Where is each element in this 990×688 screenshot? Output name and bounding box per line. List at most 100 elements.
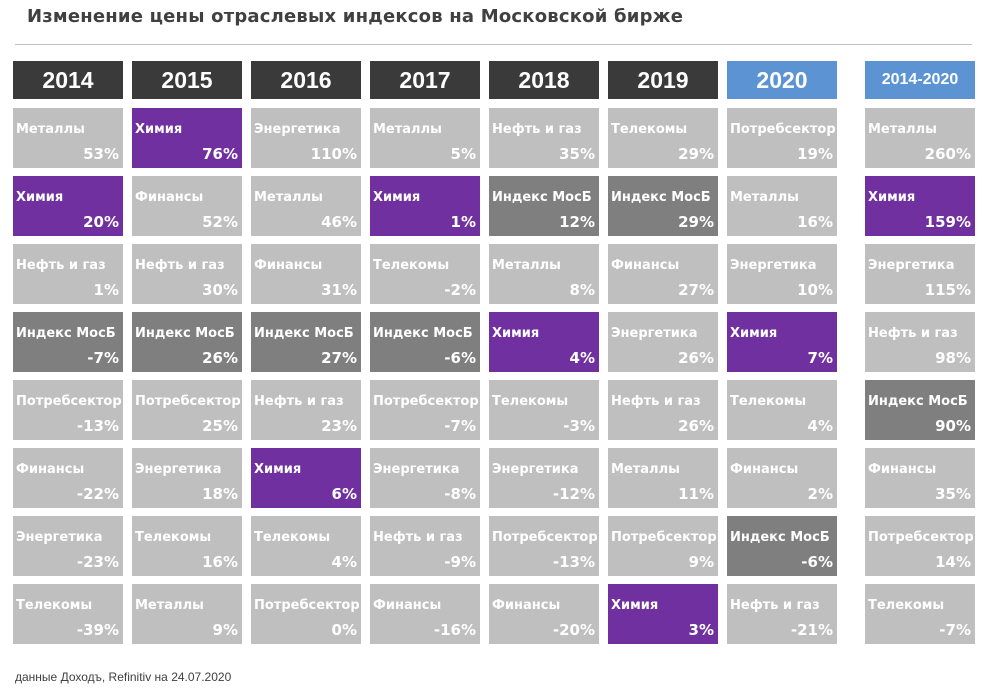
sector-name: Нефть и газ <box>492 122 582 137</box>
chart-title: Изменение цены отраслевых индексов на Мо… <box>27 6 684 27</box>
sector-change-value: 9% <box>212 621 238 639</box>
sector-change-value: 46% <box>321 213 357 231</box>
sector-change-value: -39% <box>76 621 119 639</box>
sector-cell: Металлы 5% <box>370 108 480 168</box>
sector-cell: Металлы 260% <box>865 108 975 168</box>
sector-change-value: -7% <box>939 621 971 639</box>
sector-cell: Потребсектор 0% <box>251 584 361 644</box>
sector-change-value: 18% <box>202 485 238 503</box>
sector-name: Химия <box>611 598 659 613</box>
sector-name: Потребсектор <box>254 598 360 613</box>
sector-name: Нефть и газ <box>135 258 225 273</box>
sector-name: Металлы <box>373 122 442 137</box>
sector-change-value: -3% <box>563 417 595 435</box>
sector-cell: Энергетика 18% <box>132 448 242 508</box>
sector-change-value: -21% <box>790 621 833 639</box>
sector-name: Финансы <box>730 462 799 477</box>
column-2016: 2016 Энергетика 110% Металлы 46% Финансы 31% Ин… <box>251 61 361 644</box>
sector-name: Химия <box>135 122 183 137</box>
sector-cell: Энергетика 10% <box>727 244 837 304</box>
sector-change-value: 3% <box>688 621 714 639</box>
sector-name: Потребсектор <box>373 394 479 409</box>
sector-change-value: 110% <box>310 145 357 163</box>
sector-change-value: 6% <box>331 485 357 503</box>
sector-name: Нефть и газ <box>373 530 463 545</box>
sector-cell: Металлы 16% <box>727 176 837 236</box>
sector-change-value: -23% <box>76 553 119 571</box>
year-header-2015: 2015 <box>132 61 242 99</box>
source-note: данные Доходъ, Refinitiv на 24.07.2020 <box>15 670 232 684</box>
sector-name: Энергетика <box>373 462 460 477</box>
column-2014-2020: 2014-2020 Металлы 260% Химия 159% Энергетика 1… <box>865 61 975 644</box>
sector-name: Финансы <box>868 462 937 477</box>
sector-change-value: 25% <box>202 417 238 435</box>
sector-name: Химия <box>730 326 778 341</box>
sector-cell: Индекс МосБ 27% <box>251 312 361 372</box>
sector-change-value: 31% <box>321 281 357 299</box>
sector-cell: Металлы 9% <box>132 584 242 644</box>
sector-change-value: 7% <box>807 349 833 367</box>
sector-name: Телекомы <box>16 598 93 613</box>
sector-cell: Энергетика -12% <box>489 448 599 508</box>
sector-name: Финансы <box>135 190 204 205</box>
sector-change-value: 35% <box>935 485 971 503</box>
sector-cell: Металлы 46% <box>251 176 361 236</box>
sector-cell: Нефть и газ 1% <box>13 244 123 304</box>
sector-cell: Финансы 35% <box>865 448 975 508</box>
sector-change-value: -7% <box>87 349 119 367</box>
sector-cell: Энергетика -23% <box>13 516 123 576</box>
sector-name: Потребсектор <box>16 394 122 409</box>
sector-cell: Химия 1% <box>370 176 480 236</box>
sector-name: Телекомы <box>730 394 807 409</box>
sector-change-value: 11% <box>678 485 714 503</box>
sector-name: Энергетика <box>16 530 103 545</box>
sector-change-value: 4% <box>569 349 595 367</box>
sector-cell: Индекс МосБ -6% <box>370 312 480 372</box>
sector-change-value: -2% <box>444 281 476 299</box>
sector-change-value: 26% <box>678 417 714 435</box>
sector-cell: Телекомы 29% <box>608 108 718 168</box>
sector-cell: Потребсектор -13% <box>489 516 599 576</box>
sector-cell: Потребсектор -13% <box>13 380 123 440</box>
sector-cell: Индекс МосБ -6% <box>727 516 837 576</box>
sector-name: Металлы <box>16 122 85 137</box>
sector-change-value: 26% <box>202 349 238 367</box>
sector-name: Потребсектор <box>135 394 241 409</box>
sector-name: Индекс МосБ <box>373 326 473 341</box>
sector-cell: Потребсектор -7% <box>370 380 480 440</box>
sector-name: Потребсектор <box>492 530 598 545</box>
sector-change-value: 98% <box>935 349 971 367</box>
sector-change-value: 19% <box>797 145 833 163</box>
sector-cell: Химия 6% <box>251 448 361 508</box>
sector-name: Химия <box>492 326 540 341</box>
sector-cell: Индекс МосБ 12% <box>489 176 599 236</box>
sector-cell: Индекс МосБ 90% <box>865 380 975 440</box>
sector-cell: Нефть и газ -21% <box>727 584 837 644</box>
sector-name: Энергетика <box>135 462 222 477</box>
sector-name: Энергетика <box>492 462 579 477</box>
sector-change-value: 30% <box>202 281 238 299</box>
sector-name: Металлы <box>135 598 204 613</box>
sector-name: Металлы <box>868 122 937 137</box>
sector-cell: Финансы 2% <box>727 448 837 508</box>
sector-cell: Телекомы 4% <box>727 380 837 440</box>
sector-cell: Химия 3% <box>608 584 718 644</box>
sector-cell: Финансы -16% <box>370 584 480 644</box>
sector-change-value: -20% <box>552 621 595 639</box>
sector-name: Металлы <box>611 462 680 477</box>
sector-change-value: 12% <box>559 213 595 231</box>
sector-change-value: 20% <box>83 213 119 231</box>
column-2017: 2017 Металлы 5% Химия 1% Телекомы -2% Индекс Мо… <box>370 61 480 644</box>
sector-cell: Телекомы 4% <box>251 516 361 576</box>
sector-name: Финансы <box>16 462 85 477</box>
title-divider <box>15 44 972 45</box>
sector-cell: Нефть и газ 30% <box>132 244 242 304</box>
year-header-2018: 2018 <box>489 61 599 99</box>
sector-name: Потребсектор <box>730 122 836 137</box>
sector-name: Химия <box>868 190 916 205</box>
sector-change-value: 16% <box>202 553 238 571</box>
sector-cell: Нефть и газ 98% <box>865 312 975 372</box>
year-header-2016: 2016 <box>251 61 361 99</box>
sector-name: Телекомы <box>254 530 331 545</box>
sector-name: Финансы <box>611 258 680 273</box>
